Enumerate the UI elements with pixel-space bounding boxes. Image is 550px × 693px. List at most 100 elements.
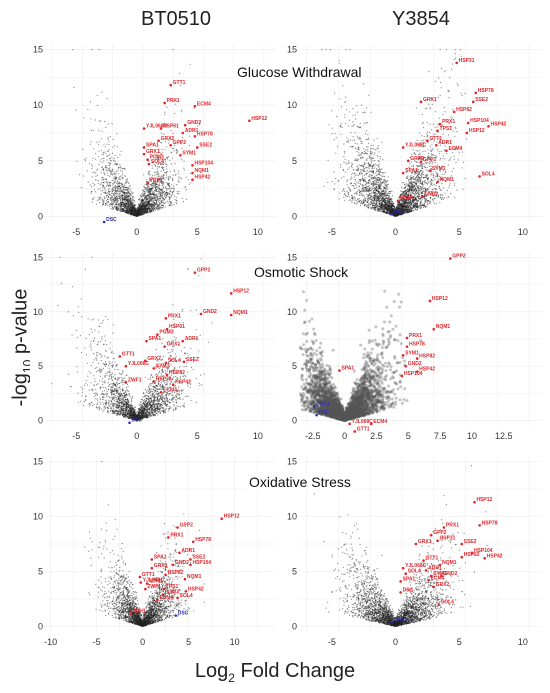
data-point	[148, 204, 150, 206]
data-point	[105, 178, 107, 180]
data-point	[103, 200, 105, 203]
data-point	[154, 165, 156, 167]
data-point	[165, 174, 168, 176]
y-tick-label: 5	[38, 156, 43, 166]
data-point	[115, 195, 117, 197]
data-point	[105, 146, 107, 148]
data-point	[448, 122, 450, 124]
data-point	[126, 186, 129, 188]
data-point	[420, 205, 422, 207]
data-point	[103, 144, 105, 146]
data-point	[172, 147, 174, 150]
data-point	[121, 200, 123, 202]
data-point	[368, 185, 370, 187]
data-point	[367, 204, 369, 206]
data-point	[111, 123, 113, 125]
data-point	[373, 164, 375, 166]
data-point	[174, 199, 176, 201]
data-point	[123, 203, 125, 205]
data-point	[160, 193, 162, 196]
data-point	[465, 138, 468, 140]
data-point	[430, 155, 432, 157]
data-point	[418, 159, 420, 161]
data-point	[118, 177, 120, 180]
data-point	[348, 160, 350, 162]
data-point	[144, 192, 146, 194]
data-point	[169, 186, 171, 188]
data-point	[182, 200, 185, 203]
data-point	[420, 207, 422, 209]
data-point	[426, 199, 429, 201]
data-point	[368, 165, 370, 167]
data-point	[442, 113, 444, 115]
data-point	[98, 129, 100, 131]
data-point	[359, 138, 361, 140]
data-point	[327, 181, 329, 183]
gene-point	[142, 152, 146, 156]
data-point	[115, 161, 117, 163]
data-point	[403, 187, 405, 189]
data-point	[353, 196, 356, 198]
data-point	[124, 182, 127, 184]
data-point	[390, 190, 392, 193]
data-point	[101, 169, 103, 171]
data-point	[348, 141, 350, 143]
data-point	[444, 111, 446, 113]
data-point	[120, 182, 122, 184]
data-point	[117, 191, 119, 193]
data-point	[372, 181, 374, 183]
data-point	[370, 177, 372, 179]
data-point	[146, 210, 149, 212]
data-point	[431, 129, 433, 131]
data-point	[432, 136, 434, 138]
data-point	[373, 208, 375, 210]
data-point	[175, 149, 177, 151]
data-point	[403, 182, 405, 184]
data-point	[421, 166, 423, 168]
data-point	[123, 194, 125, 196]
gene-label: GRX1	[146, 149, 160, 155]
data-point	[147, 211, 149, 213]
data-point	[98, 199, 100, 201]
data-point	[384, 202, 386, 204]
data-point	[423, 197, 426, 199]
data-point	[406, 194, 408, 197]
data-point	[347, 139, 349, 141]
data-point	[173, 150, 175, 152]
data-point	[126, 194, 128, 197]
data-point	[420, 206, 422, 208]
data-point	[408, 179, 410, 181]
data-point	[116, 187, 118, 189]
data-point	[373, 179, 375, 181]
data-point	[130, 191, 132, 193]
data-point	[441, 173, 443, 175]
data-point	[149, 177, 151, 179]
data-point	[173, 185, 175, 187]
data-point	[411, 165, 413, 167]
data-point	[188, 179, 190, 181]
data-point	[181, 111, 183, 113]
data-point	[339, 192, 341, 194]
data-point	[141, 202, 143, 204]
data-point	[126, 211, 128, 213]
data-point	[438, 77, 440, 79]
data-point	[381, 198, 383, 200]
data-point	[151, 167, 153, 169]
data-point	[162, 182, 164, 184]
data-point	[129, 207, 131, 209]
data-point	[152, 199, 154, 201]
data-point	[371, 196, 373, 198]
data-point	[135, 208, 137, 210]
data-point	[148, 191, 150, 193]
data-point	[139, 197, 141, 199]
gene-point	[248, 119, 251, 123]
data-point	[105, 152, 107, 154]
data-point	[413, 153, 416, 155]
data-point	[155, 202, 157, 204]
data-point	[105, 126, 107, 128]
data-point	[166, 146, 168, 148]
data-point	[126, 181, 128, 183]
x-tick-label: 0	[393, 227, 398, 237]
data-point	[96, 94, 98, 96]
data-point	[75, 109, 77, 111]
